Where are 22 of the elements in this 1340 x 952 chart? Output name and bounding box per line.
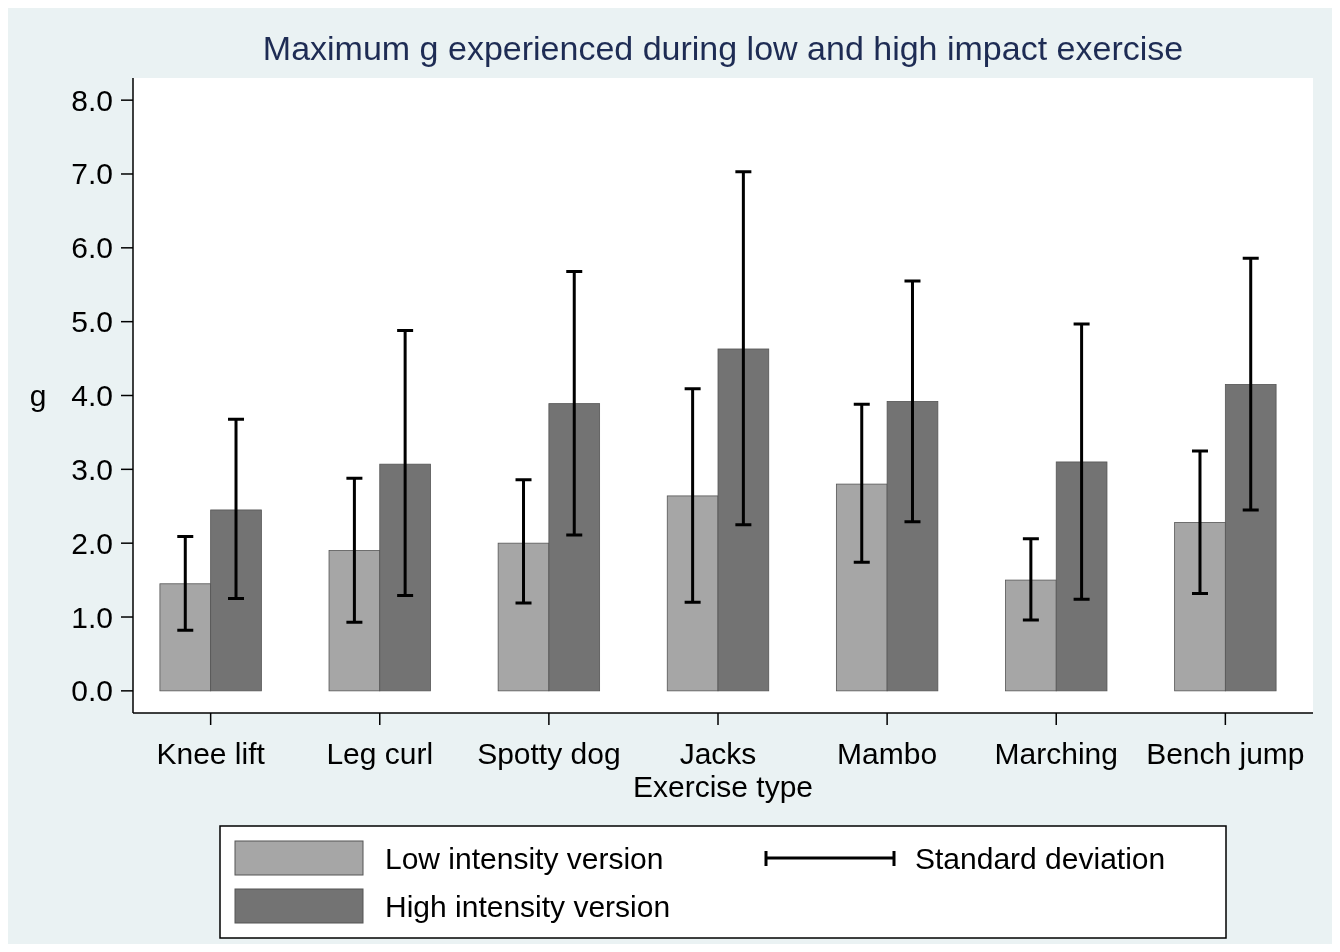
text: Standard deviation: [915, 841, 1166, 875]
y-tick-label: 4.0: [71, 379, 113, 412]
y-tick-label: 6.0: [71, 231, 113, 265]
x-tick-label: Knee lift: [156, 737, 266, 770]
y-tick-label: 3.0: [71, 452, 113, 486]
legend-label: Low intensity version: [385, 841, 664, 875]
y-tick-label: 7.0: [71, 157, 113, 191]
x-tick-label: Jacks: [679, 737, 757, 770]
x-tick-label: Spotty dog: [477, 737, 621, 770]
y-tick-label: 2.0: [71, 526, 113, 560]
x-axis-title: Exercise type: [632, 770, 814, 803]
y-tick-label: 8.0: [71, 83, 113, 117]
x-tick-label: Leg curl: [326, 737, 434, 770]
y-axis-title: g: [29, 379, 47, 412]
x-tick-label: Mambo: [837, 737, 938, 770]
y-tick-label: 1.0: [71, 600, 113, 634]
y-tick-label: 5.0: [71, 305, 113, 339]
x-tick-label: Bench jump: [1146, 737, 1305, 770]
y-tick-label: 0.0: [71, 674, 113, 708]
x-tick-label: Marching: [994, 737, 1118, 770]
legend-label: High intensity version: [385, 889, 671, 923]
chart-title: Maximum g experienced during low and high impact exercise: [262, 29, 1184, 67]
